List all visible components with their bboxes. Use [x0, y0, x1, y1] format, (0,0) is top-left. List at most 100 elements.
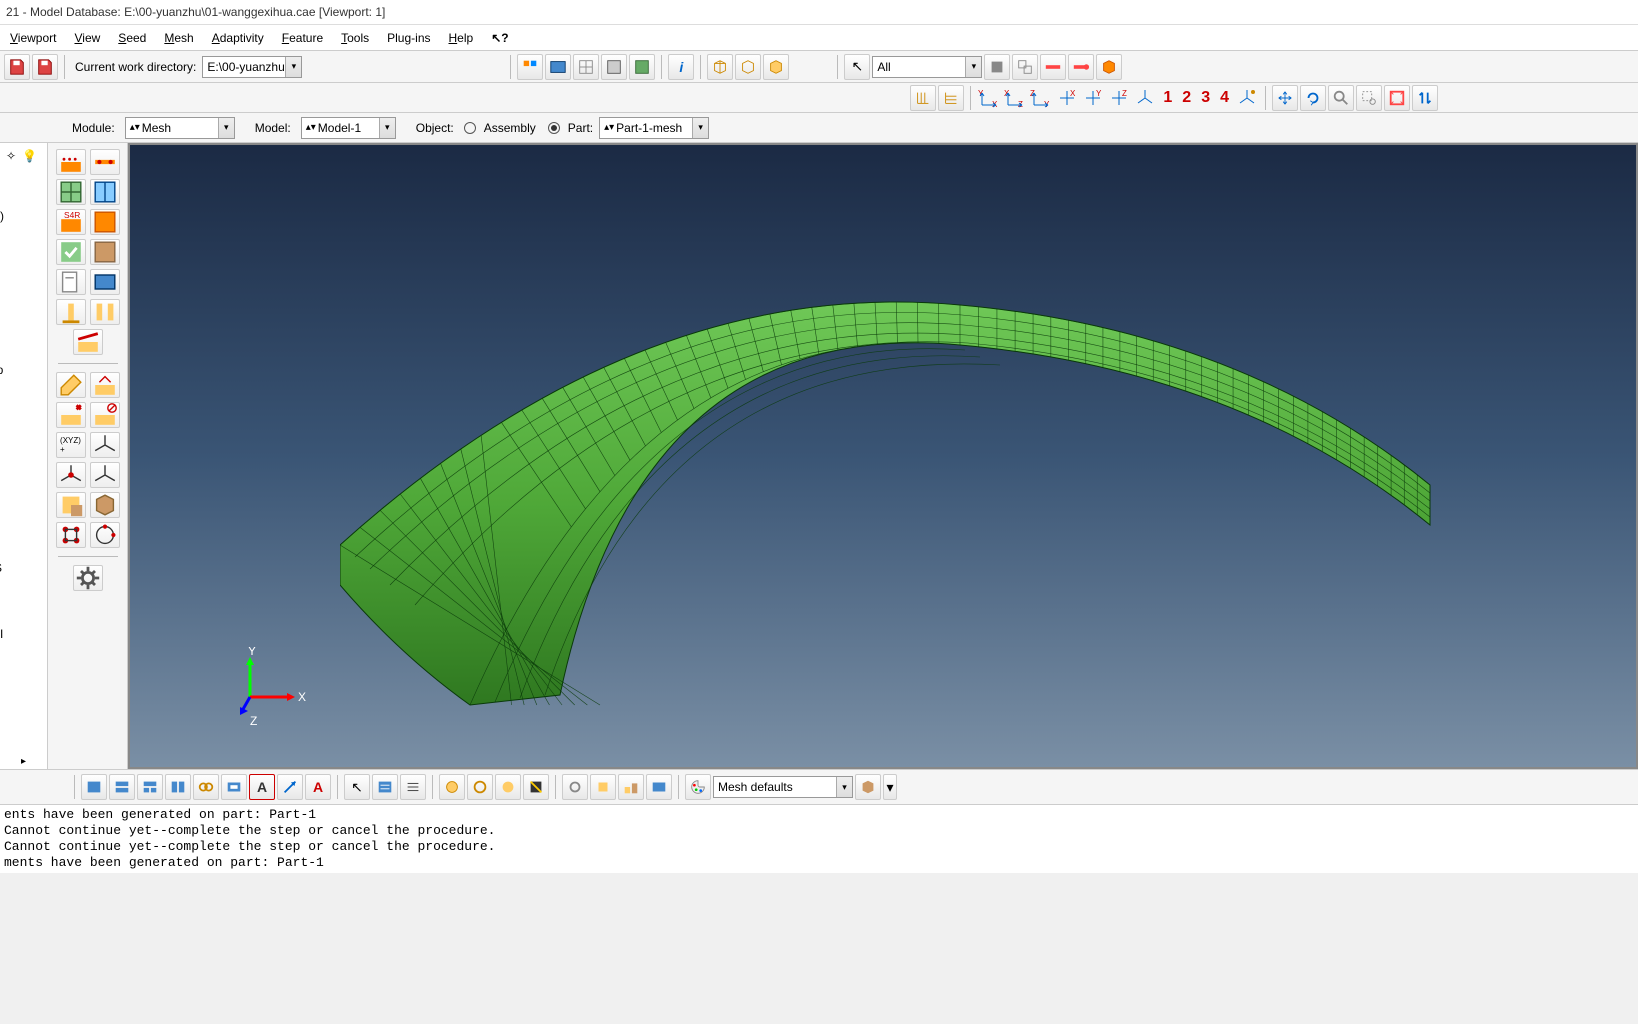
part-manager-icon[interactable]	[90, 269, 120, 295]
box-perspective-icon[interactable]	[707, 54, 733, 80]
module-dropdown[interactable]: ▴▾ Mesh ▾	[125, 117, 235, 139]
bottom-up-icon[interactable]	[56, 522, 86, 548]
annot-arrow-icon[interactable]	[277, 774, 303, 800]
zoom-icon[interactable]	[1328, 85, 1354, 111]
tree-item[interactable]: (2)	[0, 183, 4, 205]
tree-item[interactable]: rations	[0, 227, 4, 249]
elem-type-icon[interactable]: S4R	[56, 209, 86, 235]
vp-layout-4-icon[interactable]	[165, 774, 191, 800]
box-iso-icon[interactable]	[763, 54, 789, 80]
trans-1-icon[interactable]	[439, 774, 465, 800]
vp-layout-1-icon[interactable]	[81, 774, 107, 800]
tree-item[interactable]: nbly	[0, 293, 4, 315]
partition-icon[interactable]	[73, 329, 103, 355]
tree-item[interactable]: shing	[0, 645, 4, 667]
tree-item[interactable]: daptiv	[0, 403, 4, 425]
sel-opt-5-icon[interactable]	[1096, 54, 1122, 80]
menu-adaptivity[interactable]: Adaptivity	[212, 31, 264, 45]
apply-color-icon[interactable]	[855, 774, 881, 800]
trans-2-icon[interactable]	[467, 774, 493, 800]
open-db-icon[interactable]	[32, 54, 58, 80]
geom-edit-icon[interactable]	[90, 492, 120, 518]
save-db-icon[interactable]	[4, 54, 30, 80]
dg-save-icon[interactable]	[646, 774, 672, 800]
mesh-controls-icon[interactable]	[90, 209, 120, 235]
menu-seed[interactable]: Seed	[118, 31, 146, 45]
tree-item[interactable]: raints	[0, 535, 4, 557]
color-scheme-dropdown[interactable]: Mesh defaults ▾	[713, 776, 853, 798]
menu-help[interactable]: Help	[449, 31, 474, 45]
tree-item[interactable]: ction F	[0, 447, 4, 469]
trans-4-icon[interactable]	[523, 774, 549, 800]
select-cursor-icon[interactable]: ↖	[844, 54, 870, 80]
render-shaded-icon[interactable]	[629, 54, 655, 80]
part-dropdown[interactable]: ▴▾ Part-1-mesh ▾	[599, 117, 709, 139]
render-hidden-icon[interactable]	[601, 54, 627, 80]
bottom-up-2-icon[interactable]	[90, 522, 120, 548]
probe-list-icon[interactable]	[372, 774, 398, 800]
annot-font-icon[interactable]: A	[249, 774, 275, 800]
model-tree-panel[interactable]: ✧ 💡 (2)rials (2)rationsns (3)esnbly(1)Ou…	[0, 143, 48, 769]
menu-mesh[interactable]: Mesh	[164, 31, 193, 45]
csys-xz-icon[interactable]: XZ	[1003, 86, 1027, 110]
view-manip-2-icon[interactable]	[545, 54, 571, 80]
settings-icon[interactable]	[73, 565, 103, 591]
menu-tools[interactable]: Tools	[341, 31, 369, 45]
datum-2-icon[interactable]	[938, 85, 964, 111]
tree-item[interactable]: ector S	[0, 557, 4, 579]
csys-yz-icon[interactable]: ZY	[1029, 86, 1053, 110]
view-4[interactable]: 4	[1216, 89, 1233, 107]
verify-mesh-icon[interactable]	[56, 239, 86, 265]
tree-item[interactable]: rials (2)	[0, 205, 4, 227]
csys-custom-icon[interactable]	[1235, 86, 1259, 110]
delete-mesh-icon[interactable]	[56, 402, 86, 428]
associate-icon[interactable]	[90, 372, 120, 398]
cycle-icon[interactable]	[1412, 85, 1438, 111]
vp-layout-2-icon[interactable]	[109, 774, 135, 800]
csys-2-icon[interactable]	[56, 462, 86, 488]
part-radio[interactable]	[548, 122, 560, 134]
display-group-icon[interactable]	[562, 774, 588, 800]
tree-item[interactable]: es	[0, 271, 4, 293]
edit-mesh-icon[interactable]	[56, 372, 86, 398]
annot-text-icon[interactable]: A	[305, 774, 331, 800]
model-dropdown[interactable]: ▴▾ Model-1 ▾	[301, 117, 396, 139]
vp-link-icon[interactable]	[193, 774, 219, 800]
zoom-box-icon[interactable]	[1356, 85, 1382, 111]
replace-icon[interactable]	[590, 774, 616, 800]
sel-opt-1-icon[interactable]	[984, 54, 1010, 80]
palette-icon[interactable]	[685, 774, 711, 800]
tree-item[interactable]: efined I	[0, 623, 4, 645]
seed-edge-icon[interactable]	[90, 149, 120, 175]
mesh-part-icon[interactable]	[56, 179, 86, 205]
bulb-icon[interactable]: 💡	[22, 149, 37, 163]
tree-item[interactable]: s	[0, 601, 4, 623]
csys-flip-z-icon[interactable]: Z	[1107, 86, 1131, 110]
tree-item[interactable]: ct Cor	[0, 469, 4, 491]
csys-flip-y-icon[interactable]: Y	[1081, 86, 1105, 110]
sel-opt-4-icon[interactable]	[1068, 54, 1094, 80]
mesh-region-icon[interactable]	[90, 179, 120, 205]
hint-icon[interactable]: ✧	[6, 149, 16, 163]
rotate-icon[interactable]	[1300, 85, 1326, 111]
trans-3-icon[interactable]	[495, 774, 521, 800]
view-manip-1-icon[interactable]	[517, 54, 543, 80]
virtual-topo-icon[interactable]	[56, 492, 86, 518]
seed-part-icon[interactable]	[56, 149, 86, 175]
tree-item[interactable]: ns (3)	[0, 249, 4, 271]
help-cursor-icon[interactable]: ↖?	[491, 31, 508, 45]
datum-1-icon[interactable]	[910, 85, 936, 111]
render-wireframe-icon[interactable]	[573, 54, 599, 80]
menu-viewport[interactable]: Viewport	[10, 31, 56, 45]
sel-opt-2-icon[interactable]	[1012, 54, 1038, 80]
create-part-icon[interactable]	[56, 269, 86, 295]
color-menu-icon[interactable]: ▾	[883, 774, 897, 800]
remesh-icon[interactable]	[90, 239, 120, 265]
tree-item[interactable]: Points	[0, 381, 4, 403]
assembly-radio[interactable]	[464, 122, 476, 134]
xyz-icon[interactable]: (XYZ)+	[56, 432, 86, 458]
probe-cursor-icon[interactable]: ↖	[344, 774, 370, 800]
dg-manager-icon[interactable]	[618, 774, 644, 800]
tree-item[interactable]: ct Initi	[0, 491, 4, 513]
view-3[interactable]: 3	[1197, 89, 1214, 107]
